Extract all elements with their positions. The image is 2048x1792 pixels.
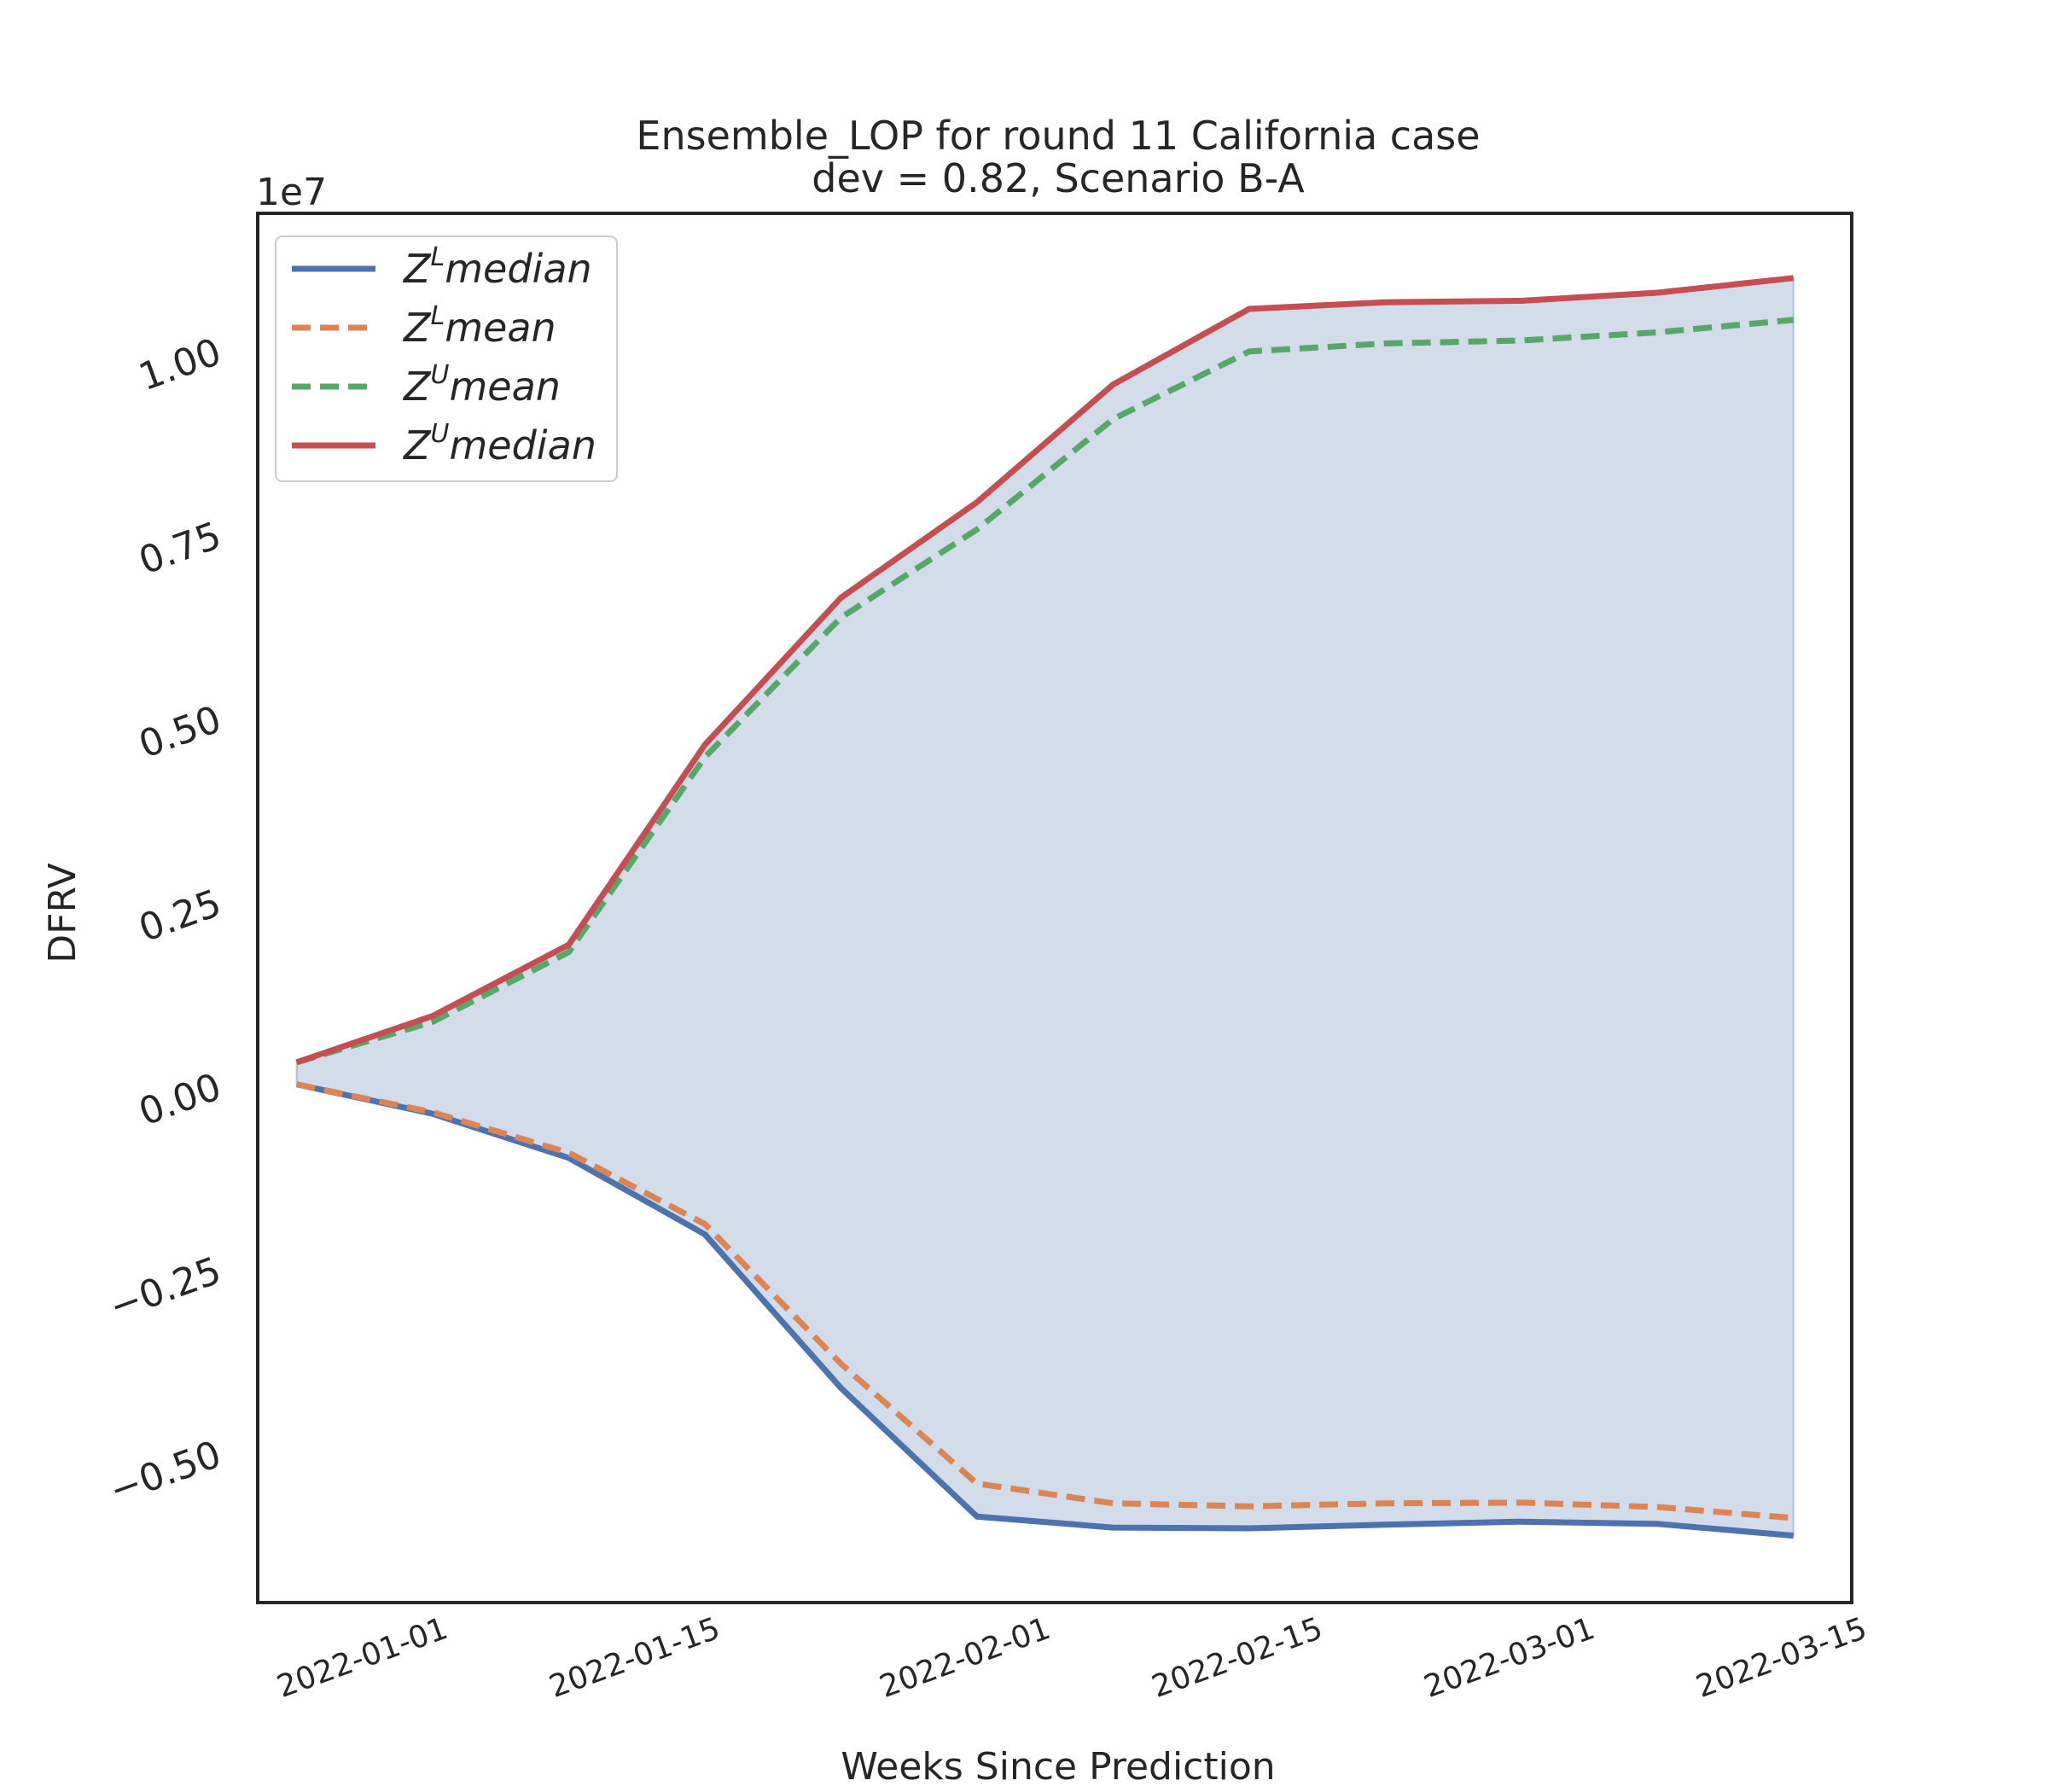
series-line-U-median: [295, 275, 1795, 1066]
plot-area: [256, 212, 1853, 1604]
series-line-L-median: [295, 1081, 1795, 1539]
legend: ZLmedian ZLmean ZUmean ZUmedian: [275, 236, 618, 482]
legend-label: ZUmean: [402, 360, 561, 410]
legend-label: ZLmean: [402, 301, 556, 351]
series-line-U-mean: [295, 317, 1795, 1066]
x-axis-label: Weeks Since Prediction: [841, 1745, 1275, 1789]
series-line-L-mean: [295, 1081, 1794, 1521]
legend-label: ZLmedian: [402, 242, 592, 292]
legend-box: [275, 236, 618, 482]
chart-title-line1: Ensemble_LOP for round 11 California cas…: [636, 113, 1480, 159]
legend-label: ZUmedian: [402, 419, 596, 468]
y-offset-label: 1e7: [256, 171, 327, 214]
chart-title-line2: dev = 0.82, Scenario B-A: [812, 155, 1305, 201]
y-axis-label: DFRV: [41, 863, 84, 963]
plot-frame: [256, 212, 1853, 1604]
